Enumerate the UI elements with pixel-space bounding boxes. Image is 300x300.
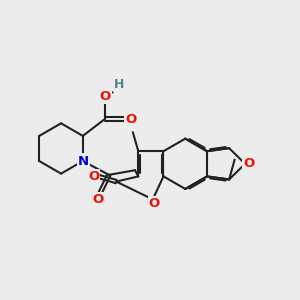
Text: O: O [88,169,99,183]
Text: O: O [149,196,160,210]
Text: O: O [125,112,136,125]
Text: O: O [99,90,110,103]
Text: N: N [78,154,89,167]
Text: O: O [243,157,254,170]
Text: O: O [92,193,104,206]
Text: H: H [114,78,124,91]
